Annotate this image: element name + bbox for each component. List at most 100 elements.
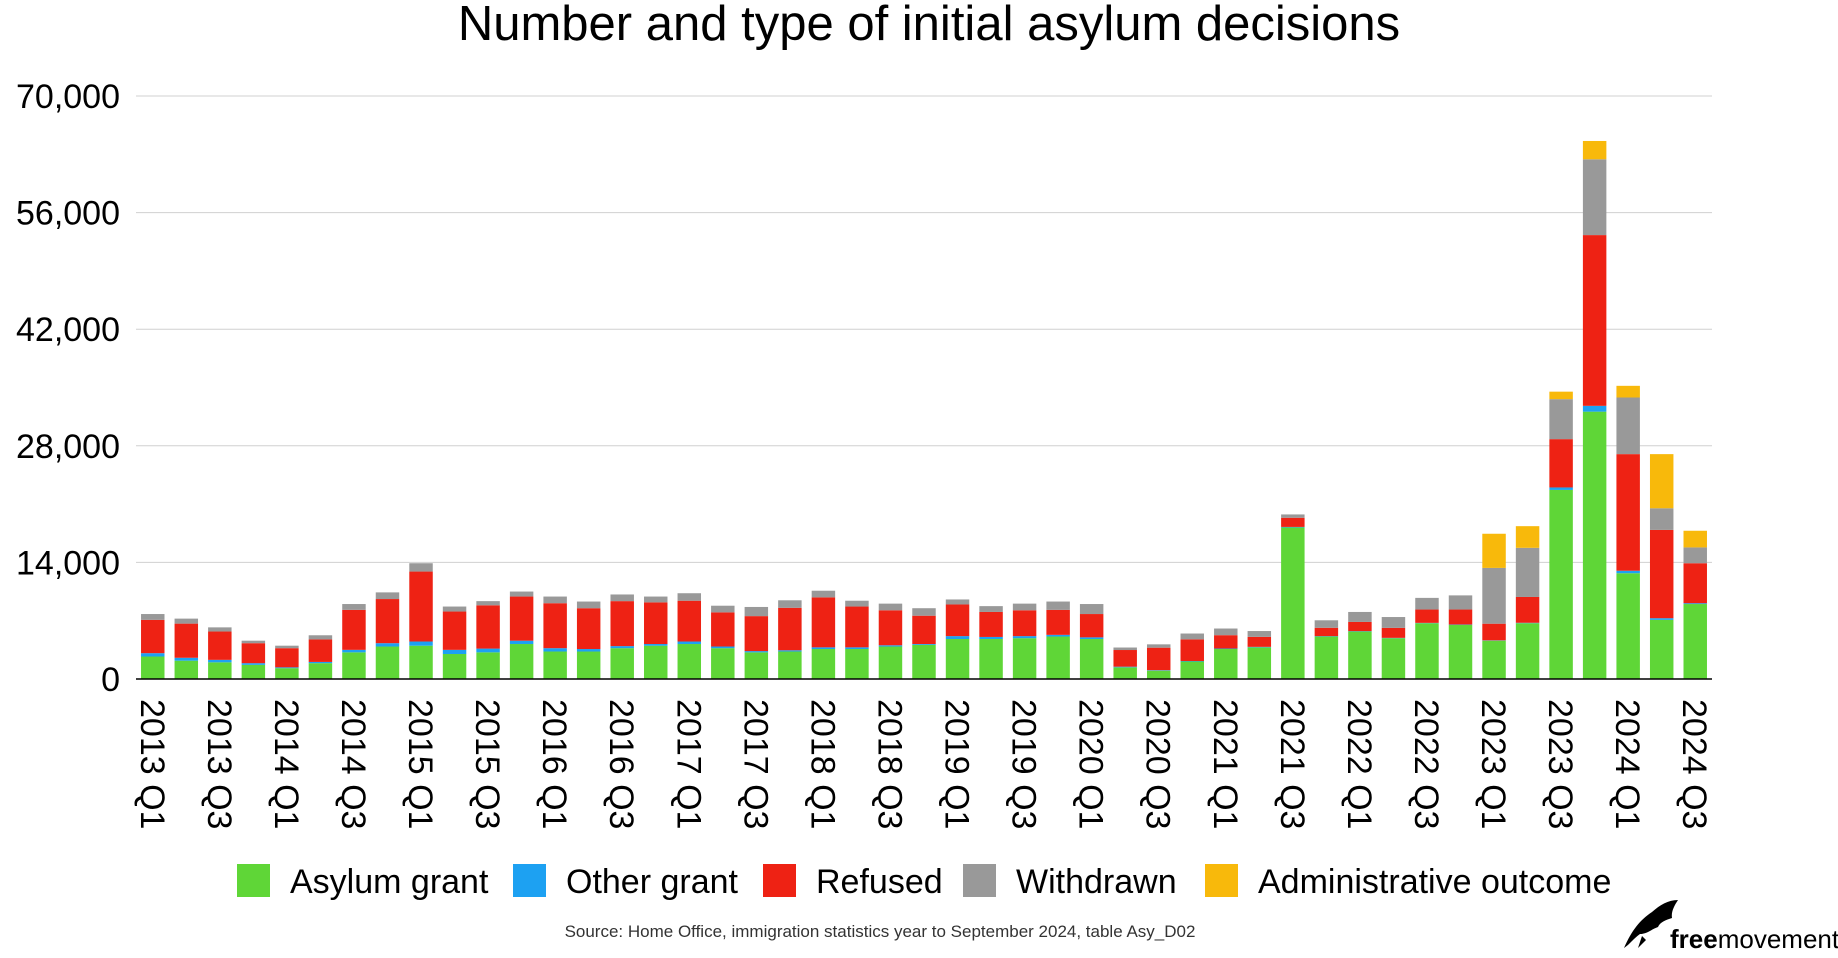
bar-withdrawn-2017-q3 bbox=[744, 606, 769, 617]
bar-refused-2021-q3 bbox=[1281, 517, 1305, 527]
bar-withdrawn-2018-q3 bbox=[878, 603, 903, 611]
bar-other-grant-2015-q4 bbox=[509, 640, 534, 645]
x-tick-label-2018-q3: 2018 Q3 bbox=[870, 699, 908, 829]
bar-withdrawn-2019-q2 bbox=[979, 606, 1003, 612]
bar-refused-2018-q4 bbox=[912, 615, 936, 645]
bar-other-grant-2020-q1 bbox=[1079, 637, 1104, 640]
bar-refused-2014-q2 bbox=[308, 639, 333, 662]
bar-asylum-grant-2017-q4 bbox=[778, 651, 802, 679]
legend-swatch-other-grant bbox=[513, 864, 546, 897]
bar-refused-2016-q2 bbox=[576, 608, 601, 650]
bar-refused-2015-q2 bbox=[442, 611, 467, 650]
bar-refused-2019-q3 bbox=[1012, 610, 1037, 637]
bar-withdrawn-2021-q1 bbox=[1214, 628, 1238, 636]
bar-asylum-grant-2013-q3 bbox=[208, 662, 232, 679]
bar-administrative-outcome-2024-q2 bbox=[1649, 454, 1674, 509]
x-tick-label-2013-q1: 2013 Q1 bbox=[133, 699, 171, 829]
bar-other-grant-2020-q3 bbox=[1146, 670, 1171, 671]
bar-withdrawn-2021-q2 bbox=[1247, 631, 1272, 637]
bar-refused-2017-q2 bbox=[711, 612, 735, 647]
bar-series bbox=[141, 140, 1707, 679]
bird-icon bbox=[1624, 900, 1678, 948]
bar-asylum-grant-2024-q2 bbox=[1649, 619, 1674, 679]
x-tick-label-2019-q1: 2019 Q1 bbox=[938, 699, 976, 829]
bar-other-grant-2017-q2 bbox=[711, 646, 735, 649]
bar-asylum-grant-2023-q4 bbox=[1582, 411, 1607, 679]
bar-withdrawn-2023-q2 bbox=[1515, 547, 1540, 597]
bar-other-grant-2014-q3 bbox=[342, 649, 366, 653]
bar-asylum-grant-2023-q2 bbox=[1515, 623, 1540, 679]
x-axis-tick-labels: 2013 Q1 2013 Q3 2014 Q1 2014 Q3 2015 Q1 2015 … bbox=[133, 699, 1713, 829]
bar-refused-2014-q4 bbox=[375, 599, 400, 644]
legend-label-withdrawn: Withdrawn bbox=[1016, 863, 1177, 901]
bar-administrative-outcome-2024-q1 bbox=[1616, 385, 1640, 398]
bar-refused-2020-q2 bbox=[1113, 650, 1137, 667]
bar-refused-2020-q1 bbox=[1079, 614, 1104, 638]
bar-withdrawn-2017-q1 bbox=[677, 593, 702, 601]
bar-other-grant-2013-q4 bbox=[241, 663, 266, 665]
legend-label-administrative-outcome: Administrative outcome bbox=[1258, 863, 1611, 901]
bar-withdrawn-2014-q4 bbox=[375, 592, 400, 600]
bar-other-grant-2015-q1 bbox=[409, 641, 433, 646]
bar-other-grant-2019-q4 bbox=[1046, 634, 1070, 637]
x-tick-label-2016-q3: 2016 Q3 bbox=[602, 699, 640, 829]
bar-asylum-grant-2016-q2 bbox=[576, 651, 601, 679]
bar-other-grant-2017-q1 bbox=[677, 641, 702, 645]
x-tick-label-2018-q1: 2018 Q1 bbox=[803, 699, 841, 829]
bar-asylum-grant-2019-q4 bbox=[1046, 636, 1070, 679]
bar-asylum-grant-2016-q3 bbox=[610, 648, 634, 679]
bar-other-grant-2021-q1 bbox=[1214, 648, 1238, 650]
chart-title: Number and type of initial asylum decisi… bbox=[458, 0, 1400, 51]
bar-withdrawn-2018-q4 bbox=[912, 608, 936, 616]
bar-withdrawn-2018-q1 bbox=[811, 590, 836, 598]
bar-refused-2018-q1 bbox=[811, 597, 836, 648]
bar-other-grant-2018-q1 bbox=[811, 647, 836, 650]
bar-refused-2021-q1 bbox=[1214, 635, 1238, 649]
bar-asylum-grant-2020-q3 bbox=[1146, 670, 1171, 679]
bar-asylum-grant-2021-q4 bbox=[1314, 636, 1339, 679]
bar-withdrawn-2022-q2 bbox=[1381, 617, 1406, 628]
bar-asylum-grant-2021-q3 bbox=[1281, 527, 1305, 679]
bar-other-grant-2024-q1 bbox=[1616, 570, 1640, 574]
bar-other-grant-2016-q1 bbox=[543, 648, 567, 652]
bar-other-grant-2019-q1 bbox=[945, 636, 970, 640]
bar-asylum-grant-2023-q3 bbox=[1549, 489, 1573, 679]
bar-refused-2016-q3 bbox=[610, 601, 634, 647]
bar-administrative-outcome-2023-q3 bbox=[1549, 391, 1573, 400]
bar-asylum-grant-2015-q1 bbox=[409, 645, 433, 679]
bar-withdrawn-2019-q1 bbox=[945, 599, 970, 605]
bar-refused-2023-q1 bbox=[1482, 623, 1506, 641]
source-note: Source: Home Office, immigration statist… bbox=[565, 922, 1196, 941]
bar-asylum-grant-2015-q2 bbox=[442, 654, 467, 679]
bar-withdrawn-2023-q3 bbox=[1549, 399, 1573, 440]
bar-other-grant-2018-q4 bbox=[912, 644, 936, 645]
bar-withdrawn-2020-q3 bbox=[1146, 644, 1171, 648]
bar-asylum-grant-2016-q4 bbox=[644, 645, 668, 679]
bar-refused-2013-q4 bbox=[241, 643, 266, 664]
bar-refused-2013-q2 bbox=[174, 623, 199, 658]
bar-other-grant-2024-q2 bbox=[1649, 618, 1674, 620]
bar-refused-2017-q3 bbox=[744, 616, 769, 652]
bar-administrative-outcome-2023-q4 bbox=[1582, 140, 1607, 160]
bar-refused-2019-q4 bbox=[1046, 609, 1070, 635]
bar-withdrawn-2013-q3 bbox=[208, 627, 232, 632]
bar-refused-2017-q4 bbox=[778, 607, 802, 651]
bar-asylum-grant-2015-q3 bbox=[476, 652, 500, 679]
bar-asylum-grant-2024-q1 bbox=[1616, 573, 1640, 679]
y-axis-tick-labels: 0 14,000 28,000 42,000 56,000 70,000 bbox=[16, 78, 120, 699]
bar-other-grant-2024-q3 bbox=[1683, 603, 1707, 605]
x-tick-label-2017-q3: 2017 Q3 bbox=[736, 699, 774, 829]
bar-asylum-grant-2022-q1 bbox=[1348, 631, 1372, 679]
legend-swatch-asylum-grant bbox=[237, 864, 270, 897]
bar-refused-2014-q1 bbox=[275, 648, 299, 668]
legend-swatch-administrative-outcome bbox=[1205, 864, 1238, 897]
bar-asylum-grant-2021-q1 bbox=[1214, 649, 1238, 679]
bar-other-grant-2016-q3 bbox=[610, 646, 634, 649]
bar-withdrawn-2017-q2 bbox=[711, 605, 735, 613]
bar-refused-2023-q2 bbox=[1515, 596, 1540, 623]
bar-other-grant-2018-q3 bbox=[878, 645, 903, 647]
brand-wordmark: freemovement bbox=[1670, 924, 1838, 954]
legend-label-other-grant: Other grant bbox=[566, 863, 739, 901]
bar-asylum-grant-2022-q2 bbox=[1381, 638, 1406, 679]
